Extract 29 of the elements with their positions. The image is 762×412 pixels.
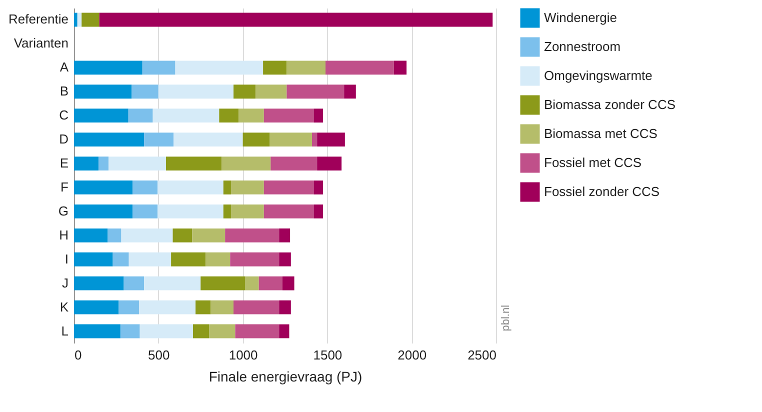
y-tick-label: H bbox=[59, 227, 68, 242]
legend-label: Fossiel met CCS bbox=[544, 155, 642, 170]
y-tick-label: L bbox=[61, 323, 68, 338]
y-tick-label: I bbox=[64, 251, 68, 266]
y-tick-label: A bbox=[60, 60, 69, 75]
x-tick-label: 1500 bbox=[313, 348, 342, 362]
legend-label: Omgevingswarmte bbox=[544, 68, 652, 83]
y-tick-label: G bbox=[58, 203, 68, 218]
legend-label: Biomassa met CCS bbox=[544, 126, 658, 141]
y-tick-label: Referentie bbox=[8, 12, 68, 27]
legend-label: Fossiel zonder CCS bbox=[544, 184, 660, 199]
text: pbl.nl bbox=[500, 304, 512, 332]
x-tick-label: 500 bbox=[148, 348, 170, 362]
x-tick-label: 1000 bbox=[228, 348, 258, 362]
y-tick-label: Varianten bbox=[14, 36, 68, 51]
y-tick-label: J bbox=[62, 275, 68, 290]
x-axis-title: Finale energievraag (PJ) bbox=[208, 368, 362, 384]
legend-label: Windenergie bbox=[544, 10, 617, 25]
y-tick-label: C bbox=[59, 108, 68, 123]
x-tick-label: 2000 bbox=[398, 348, 427, 362]
y-tick-label: B bbox=[60, 84, 68, 99]
legend-label: Zonnestroom bbox=[544, 39, 621, 54]
y-tick-label: E bbox=[60, 156, 69, 171]
legend-label: Biomassa zonder CCS bbox=[544, 97, 676, 112]
x-tick-label: 2500 bbox=[468, 348, 496, 362]
y-tick-label: D bbox=[59, 132, 68, 147]
y-tick-label: F bbox=[60, 179, 69, 194]
x-tick-label: 0 bbox=[74, 348, 82, 362]
y-tick-label: K bbox=[60, 299, 69, 314]
